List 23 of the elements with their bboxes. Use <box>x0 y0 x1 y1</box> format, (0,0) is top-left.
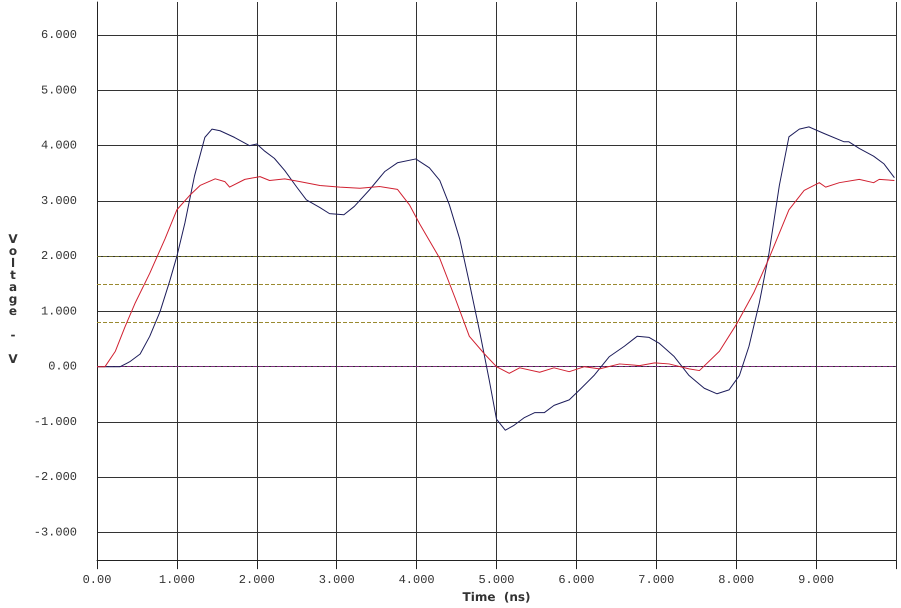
line-series <box>96 176 895 374</box>
x-tick-label: 6.000 <box>558 573 594 588</box>
x-tick-label: 4.000 <box>398 573 435 588</box>
y-tick-label: 4.000 <box>40 138 77 153</box>
x-tick-label: 7.000 <box>638 573 674 588</box>
y-tick-label: 6.000 <box>40 28 77 42</box>
x-tick-label: 3.000 <box>318 573 355 588</box>
y-tick-label: 0.00 <box>48 360 77 374</box>
y-axis-title: Voltage - V <box>6 232 20 364</box>
y-tick-label: 1.000 <box>40 304 77 318</box>
x-axis-title: Time (ns) <box>462 590 530 604</box>
x-tick-label: 2.000 <box>238 573 275 588</box>
y-tick-label: 5.000 <box>40 83 77 98</box>
y-tick-label: -3.000 <box>34 525 77 540</box>
x-tick-label: 1.000 <box>158 573 195 588</box>
y-tick-label: -2.000 <box>34 470 77 484</box>
y-tick-label: -1.000 <box>34 414 77 429</box>
x-tick-label: 5.000 <box>478 573 515 588</box>
x-tick-label: 8.000 <box>718 573 754 588</box>
x-tick-label: 9.000 <box>798 573 834 588</box>
y-tick-label: 2.000 <box>40 249 77 264</box>
y-tick-label: 3.000 <box>40 194 77 208</box>
x-tick-label: 0.00 <box>82 573 112 588</box>
